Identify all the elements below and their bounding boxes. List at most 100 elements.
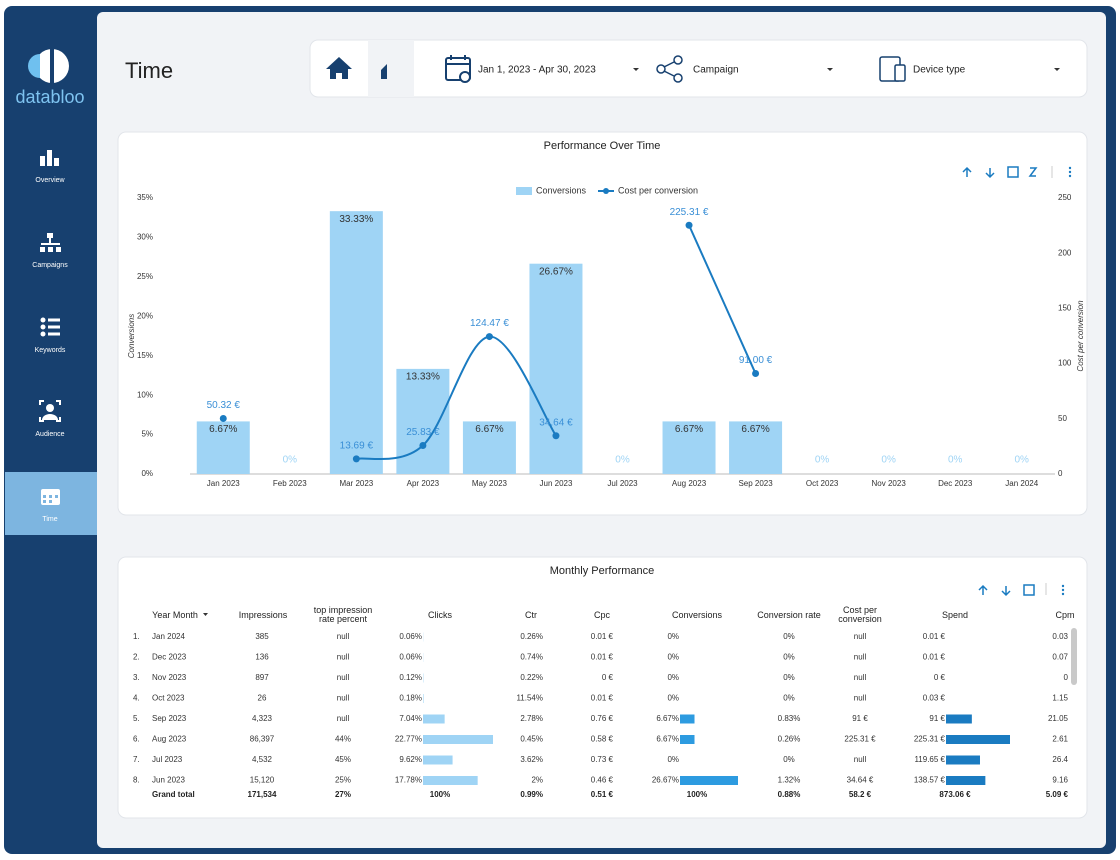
cell: 0.03 € [923,694,946,703]
bar-label: 26.67% [539,266,573,277]
bar [329,211,383,475]
y-axis-title: Conversions [127,314,136,358]
cell-bar [423,694,424,703]
line-point [685,221,693,229]
cell: Oct 2023 [152,694,185,703]
bar-label: 33.33% [339,214,373,225]
bar [396,368,450,474]
column-header[interactable]: Cpm [1055,609,1075,620]
total-cell: 5.09 € [1046,790,1069,799]
cell: 0% [783,673,795,682]
y2-tick-label: 50 [1058,414,1067,423]
date-range[interactable]: Jan 1, 2023 - Apr 30, 2023 [478,65,596,76]
cell: 119.65 € [914,755,945,764]
cell: 0% [783,653,795,662]
column-header[interactable]: Conversion rate [757,609,821,620]
column-header[interactable]: Cost per conversion [838,605,882,624]
cell: Sep 2023 [152,714,187,723]
chart-card [117,131,1088,516]
y-tick-label: 35% [137,193,153,202]
line-point [219,414,227,422]
column-header[interactable]: Conversions [671,609,723,620]
campaign-filter[interactable]: Campaign [693,65,739,76]
cell: 34.64 € [847,776,874,785]
cell: null [854,632,867,641]
cell: 91 € [852,714,868,723]
cell: 91 € [929,714,945,723]
total-cell: 100% [687,790,707,799]
cell: 0.76 € [591,714,614,723]
total-cell: 873.06 € [939,790,971,799]
logo-icon [28,49,69,83]
bar-label: 0% [283,455,298,466]
chart-menu[interactable] [1068,166,1072,178]
cell: null [337,673,350,682]
bar-label: 6.67% [741,424,769,435]
cell: 4,323 [252,714,273,723]
device-filter[interactable]: Device type [913,65,966,76]
cell: 0 € [934,673,946,682]
column-header[interactable]: Clicks [428,609,452,620]
cell: 45% [335,755,351,764]
chart-toolbar[interactable] [962,166,1053,179]
nav-label[interactable]: Overview [35,177,65,184]
column-header[interactable]: Ctr [525,609,537,620]
column-header[interactable]: Cpc [593,609,610,620]
cell: 0.46 € [591,776,614,785]
nav-label[interactable]: Keywords [35,347,66,354]
cell: 0.06% [399,632,422,641]
x-tick-label: Feb 2023 [273,479,307,488]
column-header[interactable]: top impression rate percent [313,605,373,624]
x-tick-label: Jul 2023 [607,479,638,488]
legend-label[interactable]: Conversions [536,185,587,195]
cell: 9.62% [399,755,422,764]
cell: null [337,694,350,703]
cell: null [854,694,867,703]
cell-bar [680,714,695,724]
column-header[interactable]: Year Month [152,609,198,620]
table-toolbar[interactable] [978,583,1047,597]
cell-bar [423,755,453,765]
legend-label[interactable]: Cost per conversion [618,185,698,195]
cell: 0.01 € [591,694,614,703]
x-tick-label: Aug 2023 [672,479,707,488]
cell: 25% [335,776,351,785]
legend-swatch [516,187,532,195]
bar-label: 6.67% [675,424,703,435]
column-header[interactable]: Spend [941,609,969,620]
cell: 0.83% [778,714,801,723]
line-point [352,455,360,463]
x-tick-label: Nov 2023 [872,479,907,488]
cell: 0 [1064,673,1069,682]
nav-label[interactable]: Time [42,516,57,523]
column-header[interactable]: Impressions [238,609,288,620]
line-label: 13.69 € [340,441,374,452]
y-tick-label: 25% [137,272,153,281]
table-menu[interactable] [1061,584,1065,596]
home-icons[interactable] [326,57,387,79]
cell-bar [423,735,493,744]
cell-bar [946,776,986,785]
bar-label: 6.67% [475,424,503,435]
scrollbar[interactable] [1071,628,1077,685]
nav-label[interactable]: Audience [35,431,64,438]
cell: Dec 2023 [152,653,187,662]
cell: 11.54% [516,694,543,703]
cell: 17.78% [395,776,422,785]
nav-label[interactable]: Campaigns [32,262,68,269]
cell: 6.67% [656,735,679,744]
x-tick-label: May 2023 [472,479,508,488]
cell: 86,397 [250,735,275,744]
y-tick-label: 0% [141,469,153,478]
cell: 22.77% [395,735,422,744]
cell: 0.03 [1052,632,1068,641]
x-tick-label: Jun 2023 [540,479,573,488]
y-tick-label: 5% [141,430,153,439]
cell: 897 [255,673,269,682]
dropdown-arrows[interactable] [633,68,1060,71]
sort-arrow[interactable] [203,613,208,616]
cell: 2.61 [1052,735,1068,744]
bar-label: 0% [881,455,896,466]
cell-bar [946,755,980,765]
cell-bar [680,735,695,744]
